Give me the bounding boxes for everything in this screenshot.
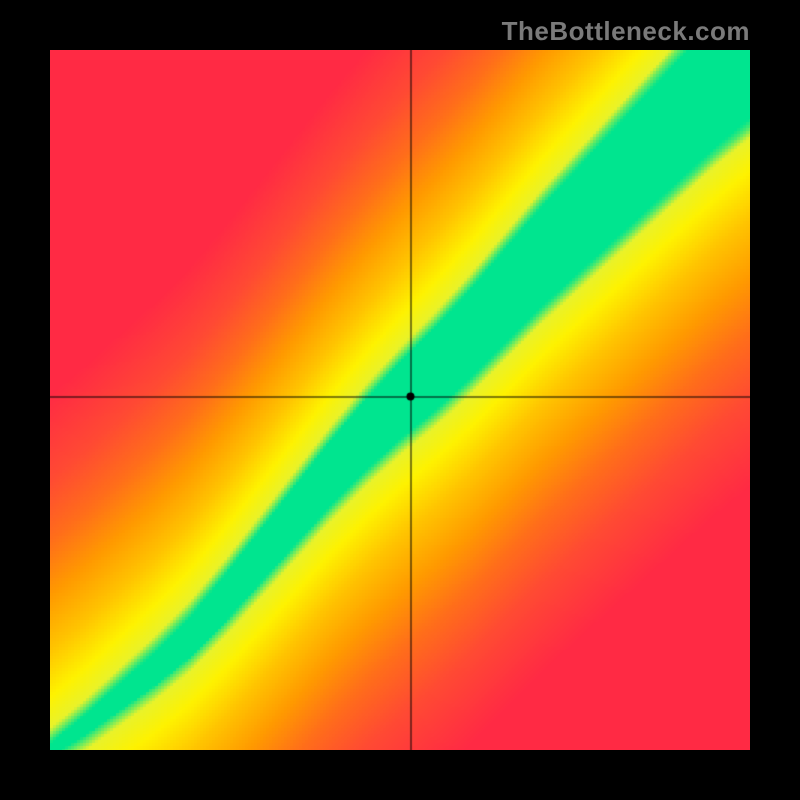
chart-frame: TheBottleneck.com: [0, 0, 800, 800]
watermark-text: TheBottleneck.com: [502, 16, 750, 47]
heatmap-canvas: [50, 50, 750, 750]
heatmap-plot: [50, 50, 750, 750]
